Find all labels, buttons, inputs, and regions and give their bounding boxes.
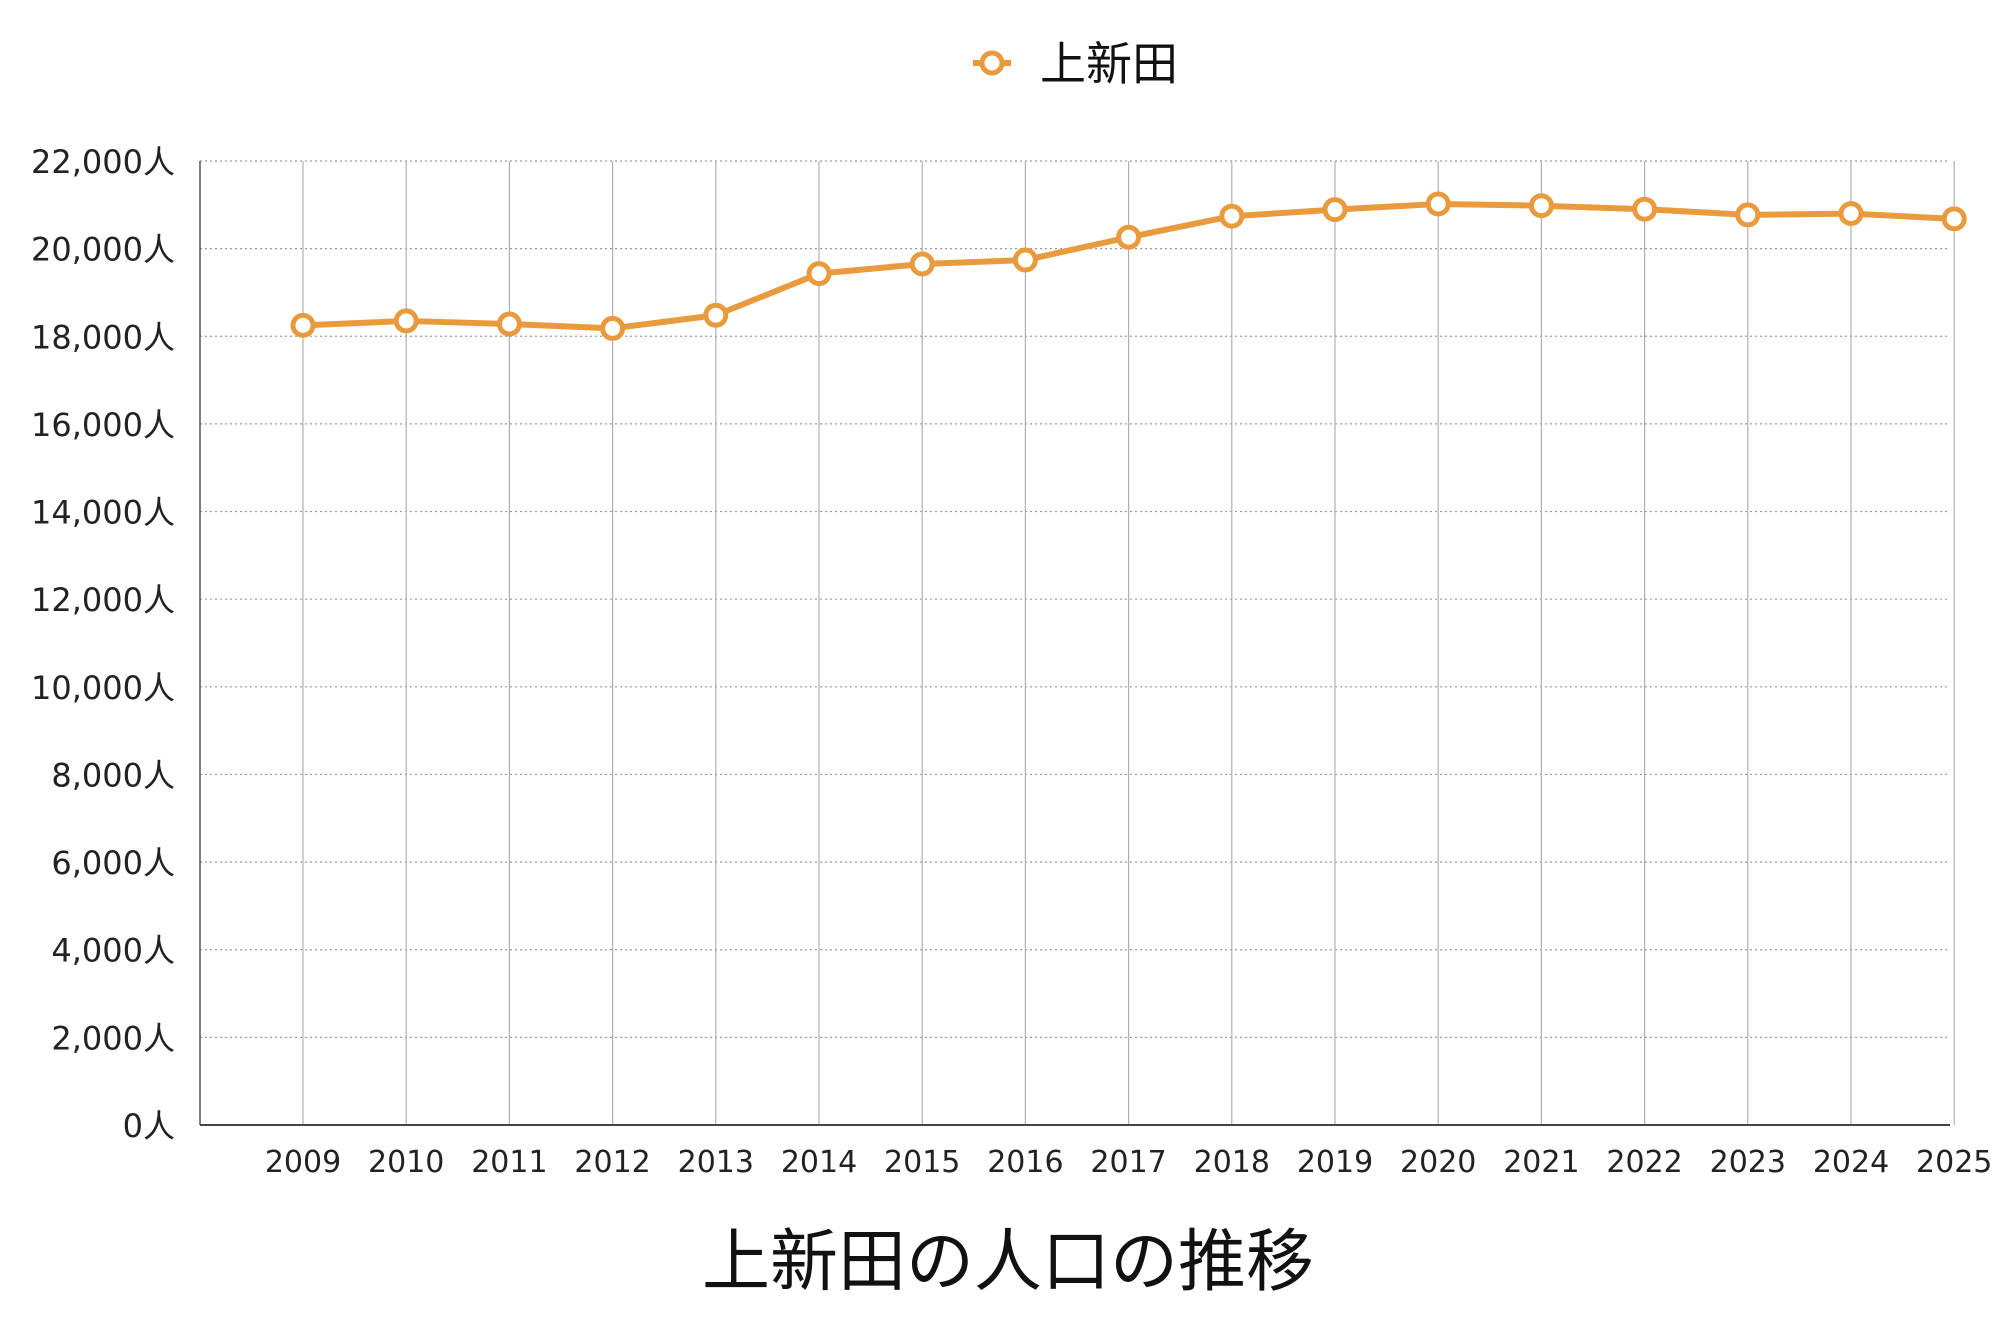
- data-point: [806, 261, 832, 287]
- x-tick-label: 2017: [1090, 1145, 1166, 1180]
- data-point: [1838, 201, 1864, 227]
- x-tick-label: 2014: [781, 1145, 857, 1180]
- y-tick-label: 10,000人: [31, 669, 175, 707]
- data-point: [1735, 202, 1761, 228]
- y-tick-label: 22,000人: [31, 143, 175, 181]
- data-point: [1219, 203, 1245, 229]
- x-tick-label: 2019: [1297, 1145, 1373, 1180]
- data-point: [909, 251, 935, 277]
- x-tick-label: 2024: [1813, 1145, 1889, 1180]
- data-point: [1528, 193, 1554, 219]
- x-tick-label: 2022: [1606, 1145, 1682, 1180]
- x-tick-label: 2018: [1194, 1145, 1270, 1180]
- y-tick-label: 18,000人: [31, 318, 175, 356]
- data-point: [496, 311, 522, 337]
- legend-label: 上新田: [1040, 37, 1178, 91]
- x-tick-label: 2015: [884, 1145, 960, 1180]
- y-tick-label: 20,000人: [31, 231, 175, 269]
- x-tick-label: 2023: [1710, 1145, 1786, 1180]
- data-point: [600, 315, 626, 341]
- data-point: [1425, 191, 1451, 217]
- legend-circle-marker: [979, 50, 1005, 76]
- data-point: [1632, 196, 1658, 222]
- legend: 上新田: [973, 37, 1178, 91]
- chart-title: 上新田の人口の推移: [702, 1223, 1314, 1302]
- y-tick-label: 12,000人: [31, 581, 175, 619]
- x-tick-label: 2016: [987, 1145, 1063, 1180]
- y-tick-label: 14,000人: [31, 494, 175, 532]
- y-tick-labels: 0人 2,000人 4,000人 6,000人 8,000人 10,000人 12,000人…: [31, 143, 175, 1145]
- y-tick-label: 2,000人: [51, 1019, 175, 1057]
- x-tick-labels: 2009 2010 2011 2012 2013 2014 2015 2016 2017 2018…: [265, 1145, 1993, 1180]
- x-tick-label: 2021: [1503, 1145, 1579, 1180]
- grid-lines: [200, 160, 1955, 1125]
- series-layer: [290, 191, 1967, 341]
- x-tick-label: 2009: [265, 1145, 341, 1180]
- x-tick-label: 2010: [368, 1145, 444, 1180]
- x-tick-label: 2013: [678, 1145, 754, 1180]
- data-point: [1322, 197, 1348, 223]
- x-tick-label: 2012: [574, 1145, 650, 1180]
- data-point: [1012, 247, 1038, 273]
- x-tick-label: 2025: [1916, 1145, 1992, 1180]
- axes: [199, 161, 1950, 1126]
- x-tick-label: 2011: [471, 1145, 547, 1180]
- x-tick-label: 2020: [1400, 1145, 1476, 1180]
- data-point: [1116, 224, 1142, 250]
- y-tick-label: 16,000人: [31, 406, 175, 444]
- data-point: [393, 308, 419, 334]
- data-point: [703, 302, 729, 328]
- y-tick-label: 6,000人: [51, 844, 175, 882]
- y-tick-label: 8,000人: [51, 756, 175, 794]
- y-tick-label: 4,000人: [51, 932, 175, 970]
- y-tick-label: 0人: [123, 1107, 175, 1145]
- data-point: [290, 312, 316, 338]
- data-point: [1941, 206, 1967, 232]
